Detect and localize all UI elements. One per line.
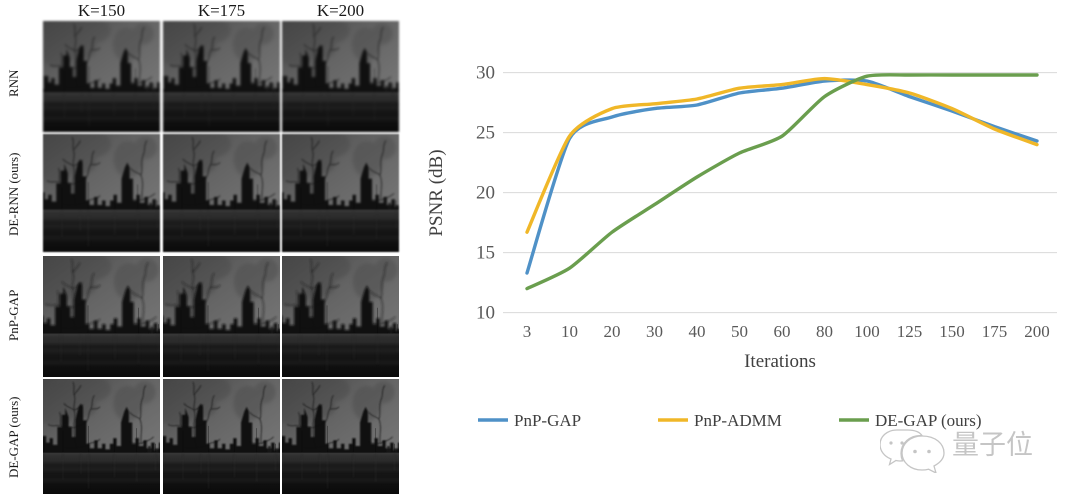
svg-text:40: 40	[689, 322, 706, 341]
svg-text:PSNR (dB): PSNR (dB)	[426, 149, 447, 236]
svg-text:20: 20	[476, 183, 495, 204]
svg-text:10: 10	[476, 303, 495, 324]
svg-text:3: 3	[523, 322, 532, 341]
svg-text:25: 25	[476, 123, 495, 144]
svg-text:10: 10	[561, 322, 578, 341]
svg-text:175: 175	[982, 322, 1008, 341]
svg-text:150: 150	[939, 322, 965, 341]
svg-text:125: 125	[897, 322, 923, 341]
svg-text:30: 30	[646, 322, 663, 341]
svg-text:PnP-ADMM: PnP-ADMM	[694, 411, 782, 430]
svg-text:60: 60	[774, 322, 791, 341]
svg-text:Iterations: Iterations	[744, 351, 816, 372]
svg-text:PnP-GAP: PnP-GAP	[514, 411, 581, 430]
svg-text:量子位: 量子位	[952, 423, 1033, 462]
svg-text:200: 200	[1024, 322, 1050, 341]
svg-text:50: 50	[731, 322, 748, 341]
svg-text:30: 30	[476, 63, 495, 84]
svg-text:80: 80	[816, 322, 833, 341]
svg-text:15: 15	[476, 243, 495, 264]
svg-text:20: 20	[604, 322, 621, 341]
svg-text:100: 100	[854, 322, 880, 341]
